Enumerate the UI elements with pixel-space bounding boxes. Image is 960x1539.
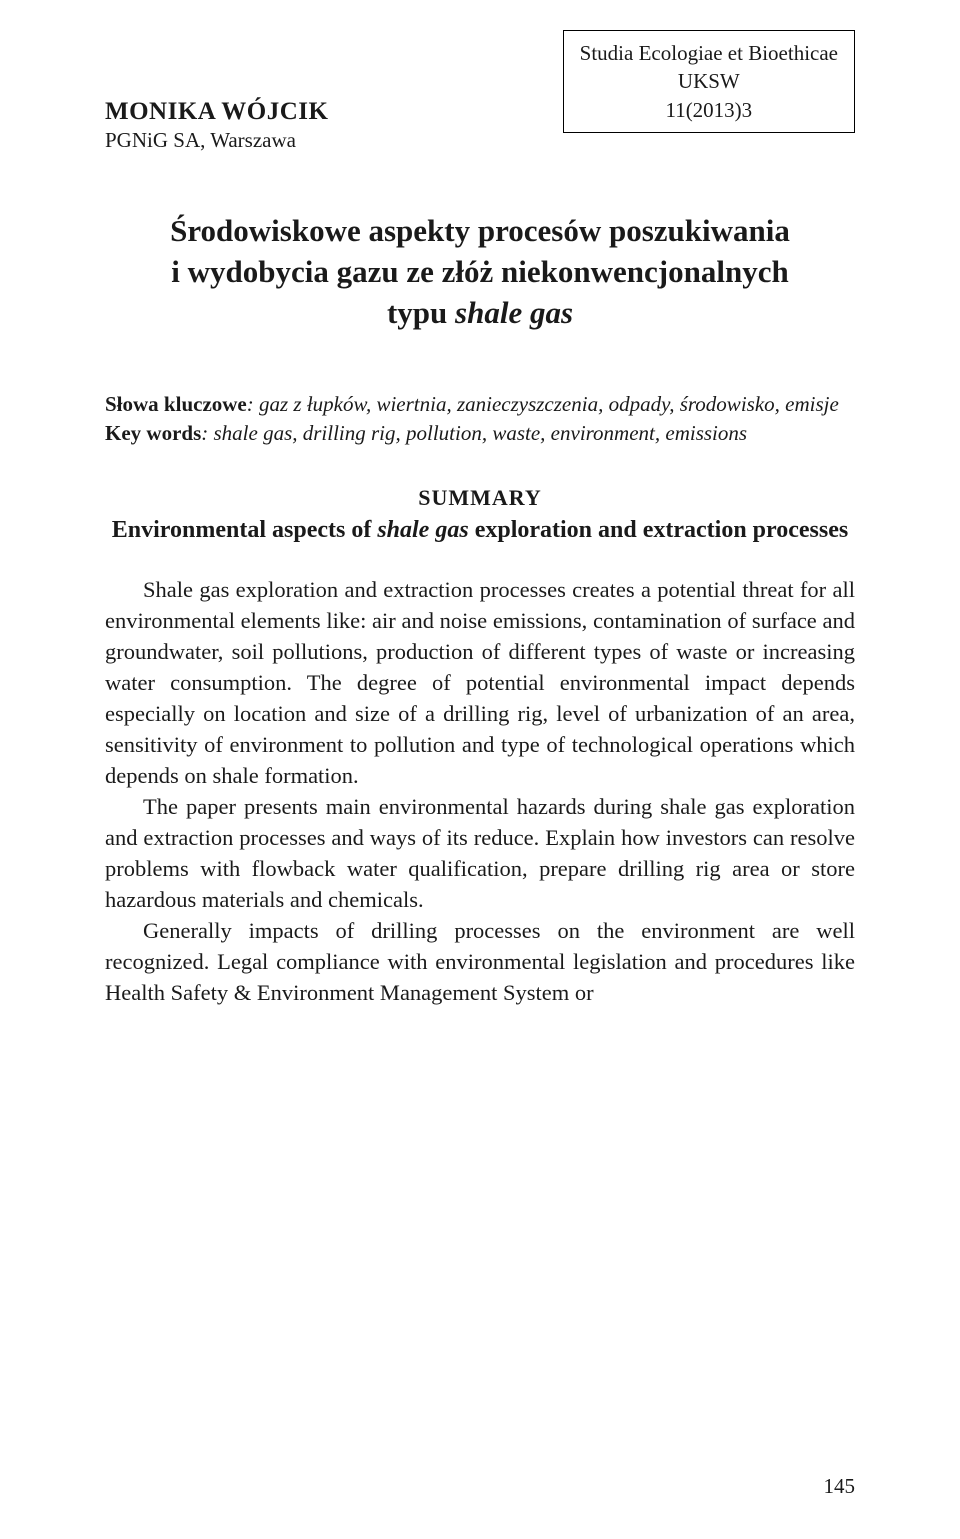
abstract-paragraph-1: Shale gas exploration and extraction pro… [105, 574, 855, 791]
keywords-text-pl: : gaz z łupków, wiertnia, zanieczyszczen… [247, 392, 839, 416]
abstract-paragraph-3: Generally impacts of drilling processes … [105, 915, 855, 1008]
journal-issue: 11(2013)3 [580, 96, 838, 124]
paper-title: Środowiskowe aspekty procesów poszukiwan… [105, 211, 855, 334]
keywords-english: Key words: shale gas, drilling rig, poll… [105, 419, 855, 448]
journal-title: Studia Ecologiae et Bioethicae [580, 39, 838, 67]
keywords-text-en: : shale gas, drilling rig, pollution, wa… [201, 421, 747, 445]
keywords-polish: Słowa kluczowe: gaz z łupków, wiertnia, … [105, 390, 855, 419]
title-line-3-italic: shale gas [455, 295, 573, 330]
summary-subtitle-italic: shale gas [377, 517, 468, 543]
summary-heading: SUMMARY [105, 485, 855, 511]
keywords-block: Słowa kluczowe: gaz z łupków, wiertnia, … [105, 390, 855, 449]
abstract-paragraph-2: The paper presents main environmental ha… [105, 791, 855, 915]
page-number: 145 [824, 1474, 856, 1499]
title-line-3-prefix: typu [387, 295, 455, 330]
journal-info-box: Studia Ecologiae et Bioethicae UKSW 11(2… [563, 30, 855, 133]
keywords-label-en: Key words [105, 421, 201, 445]
journal-institution: UKSW [580, 67, 838, 95]
summary-subtitle-suffix: exploration and extraction processes [469, 517, 849, 543]
title-line-2: i wydobycia gazu ze złóż niekonwencjonal… [171, 254, 788, 289]
summary-subtitle-prefix: Environmental aspects of [112, 517, 378, 543]
keywords-label-pl: Słowa kluczowe [105, 392, 247, 416]
title-line-1: Środowiskowe aspekty procesów poszukiwan… [170, 213, 790, 248]
summary-subtitle: Environmental aspects of shale gas explo… [105, 515, 855, 546]
